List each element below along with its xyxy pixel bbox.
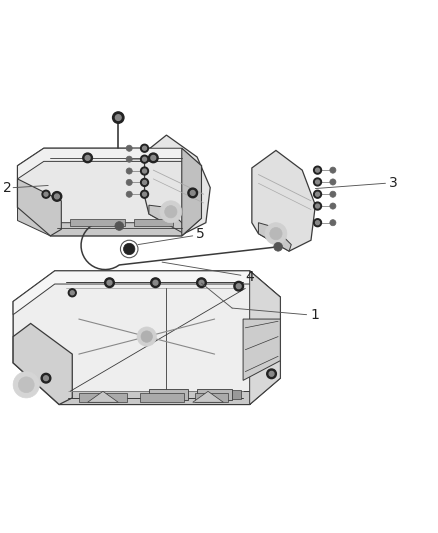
Circle shape (137, 327, 156, 346)
Circle shape (274, 243, 283, 251)
Circle shape (330, 203, 336, 209)
Circle shape (265, 223, 287, 245)
Circle shape (190, 190, 195, 195)
Circle shape (237, 284, 241, 288)
Polygon shape (243, 319, 280, 381)
Polygon shape (250, 271, 280, 405)
Polygon shape (13, 271, 280, 314)
Circle shape (142, 169, 146, 173)
Circle shape (44, 192, 48, 196)
Circle shape (41, 374, 51, 383)
Circle shape (115, 222, 124, 230)
Circle shape (151, 278, 160, 287)
Circle shape (141, 167, 148, 175)
Circle shape (330, 191, 336, 197)
Polygon shape (70, 219, 125, 226)
Polygon shape (18, 179, 61, 236)
Circle shape (315, 168, 320, 172)
Polygon shape (258, 223, 291, 251)
Circle shape (314, 166, 321, 174)
Polygon shape (18, 148, 201, 236)
Circle shape (124, 243, 135, 255)
Polygon shape (79, 393, 127, 402)
Circle shape (42, 190, 50, 198)
Circle shape (234, 281, 244, 291)
Circle shape (126, 191, 132, 197)
Polygon shape (195, 393, 228, 402)
Circle shape (330, 220, 336, 226)
Circle shape (151, 156, 155, 160)
Circle shape (105, 278, 114, 287)
Circle shape (330, 179, 336, 185)
Circle shape (315, 204, 320, 208)
Circle shape (148, 153, 158, 163)
Circle shape (141, 190, 148, 198)
Circle shape (116, 115, 121, 120)
Polygon shape (252, 150, 315, 251)
Text: 1: 1 (311, 308, 320, 322)
Polygon shape (18, 205, 201, 236)
Circle shape (314, 178, 321, 186)
Circle shape (141, 179, 148, 187)
Polygon shape (149, 389, 188, 400)
Polygon shape (232, 390, 241, 399)
Circle shape (153, 280, 158, 285)
Circle shape (199, 280, 204, 285)
Circle shape (43, 376, 48, 381)
Polygon shape (149, 205, 186, 233)
Circle shape (142, 181, 146, 184)
Circle shape (142, 146, 146, 150)
Circle shape (13, 372, 39, 398)
Circle shape (270, 228, 282, 240)
Circle shape (315, 221, 320, 225)
Circle shape (314, 219, 321, 227)
Circle shape (269, 372, 274, 376)
Polygon shape (197, 389, 232, 400)
Circle shape (314, 202, 321, 210)
Circle shape (126, 145, 132, 151)
Circle shape (52, 191, 62, 201)
Circle shape (197, 278, 206, 287)
Circle shape (141, 144, 148, 152)
Circle shape (188, 188, 198, 198)
Circle shape (68, 289, 76, 297)
Polygon shape (18, 148, 201, 179)
Polygon shape (140, 393, 184, 402)
Text: 4: 4 (245, 270, 254, 285)
Circle shape (267, 369, 276, 378)
Circle shape (141, 155, 148, 163)
Circle shape (126, 168, 132, 174)
Polygon shape (13, 324, 72, 405)
Circle shape (83, 153, 92, 163)
Circle shape (107, 280, 112, 285)
Text: 3: 3 (389, 176, 398, 190)
Polygon shape (182, 148, 201, 236)
Circle shape (315, 192, 320, 196)
Circle shape (126, 179, 132, 185)
Circle shape (315, 180, 320, 184)
Circle shape (18, 377, 34, 393)
Polygon shape (88, 391, 118, 402)
Circle shape (141, 331, 152, 342)
Circle shape (85, 156, 90, 160)
Polygon shape (13, 271, 280, 405)
Circle shape (160, 201, 182, 223)
Circle shape (142, 192, 146, 196)
Polygon shape (145, 135, 210, 233)
Circle shape (70, 291, 74, 295)
Text: 2: 2 (3, 181, 11, 195)
Circle shape (314, 190, 321, 198)
Polygon shape (134, 219, 173, 226)
Text: 5: 5 (196, 227, 205, 241)
Circle shape (330, 167, 336, 173)
Polygon shape (193, 391, 223, 402)
Circle shape (165, 206, 177, 218)
Circle shape (113, 112, 124, 123)
Circle shape (126, 156, 132, 162)
Polygon shape (59, 391, 250, 405)
Circle shape (55, 194, 60, 199)
Circle shape (142, 157, 146, 161)
